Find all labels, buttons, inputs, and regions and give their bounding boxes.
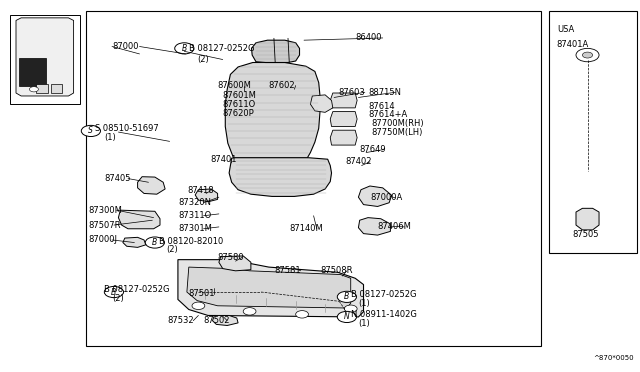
Polygon shape	[358, 218, 390, 235]
Text: 87000J: 87000J	[88, 235, 117, 244]
Text: 87505: 87505	[573, 230, 599, 239]
Circle shape	[296, 311, 308, 318]
Text: (1): (1)	[358, 319, 370, 328]
Text: S: S	[88, 126, 93, 135]
Text: (2): (2)	[197, 55, 209, 64]
Polygon shape	[118, 210, 160, 229]
Bar	[86, 11, 541, 346]
Polygon shape	[212, 315, 238, 326]
Text: 87603: 87603	[338, 88, 365, 97]
Polygon shape	[310, 95, 333, 112]
Text: 87418: 87418	[187, 186, 214, 195]
Circle shape	[243, 308, 256, 315]
Circle shape	[145, 237, 164, 248]
Bar	[36, 84, 48, 93]
Circle shape	[337, 311, 356, 323]
Polygon shape	[195, 189, 218, 202]
Bar	[51, 84, 62, 93]
Polygon shape	[16, 18, 74, 96]
Text: B 08127-0252G: B 08127-0252G	[351, 290, 416, 299]
Polygon shape	[330, 112, 357, 126]
Text: 87406M: 87406M	[378, 222, 412, 231]
Text: 87402: 87402	[346, 157, 372, 166]
Text: 87507R: 87507R	[88, 221, 121, 230]
Text: 87700M(RH): 87700M(RH)	[371, 119, 424, 128]
Text: 87602: 87602	[269, 81, 296, 90]
Text: 87300M: 87300M	[88, 206, 122, 215]
Circle shape	[576, 48, 599, 62]
Text: 87140M: 87140M	[289, 224, 323, 233]
Polygon shape	[358, 186, 392, 206]
Bar	[549, 11, 637, 253]
Polygon shape	[138, 177, 165, 194]
Polygon shape	[229, 158, 332, 196]
Text: B 08120-82010: B 08120-82010	[159, 237, 223, 246]
Bar	[19, 58, 46, 86]
Text: (1): (1)	[358, 299, 370, 308]
Polygon shape	[330, 93, 357, 108]
Polygon shape	[330, 130, 357, 145]
Bar	[10, 15, 80, 104]
Text: N 08911-1402G: N 08911-1402G	[351, 310, 417, 319]
Text: 87620P: 87620P	[223, 109, 255, 118]
Text: 87532: 87532	[168, 316, 195, 325]
Text: 87000A: 87000A	[370, 193, 402, 202]
Circle shape	[29, 87, 38, 92]
Text: S 08510-51697: S 08510-51697	[95, 124, 159, 133]
Circle shape	[104, 286, 124, 298]
Circle shape	[337, 291, 356, 302]
Text: B: B	[182, 44, 187, 53]
Text: N: N	[344, 312, 349, 321]
Text: 87750M(LH): 87750M(LH)	[371, 128, 422, 137]
Text: 87611O: 87611O	[223, 100, 256, 109]
Text: 86400: 86400	[355, 33, 381, 42]
Polygon shape	[123, 237, 146, 247]
Polygon shape	[219, 256, 251, 271]
Circle shape	[344, 305, 357, 312]
Text: 88715N: 88715N	[368, 88, 401, 97]
Text: (2): (2)	[166, 246, 178, 254]
Text: 87401: 87401	[210, 155, 236, 164]
Circle shape	[582, 52, 593, 58]
Text: 87502: 87502	[204, 316, 230, 325]
Polygon shape	[576, 208, 599, 230]
Text: 87508R: 87508R	[320, 266, 353, 275]
Text: B 08127-0252G: B 08127-0252G	[189, 44, 254, 53]
Text: 87600M: 87600M	[218, 81, 252, 90]
Text: B: B	[111, 288, 116, 296]
Text: 87580: 87580	[218, 253, 244, 262]
Text: B: B	[152, 238, 157, 247]
Text: B 08127-0252G: B 08127-0252G	[104, 285, 170, 294]
Text: (2): (2)	[112, 294, 124, 303]
Text: 87311O: 87311O	[178, 211, 211, 220]
Text: 87581: 87581	[274, 266, 301, 275]
Text: 87000: 87000	[112, 42, 138, 51]
Polygon shape	[225, 62, 320, 158]
Circle shape	[175, 43, 194, 54]
Text: 87401A: 87401A	[557, 40, 589, 49]
Text: ^870*0050: ^870*0050	[593, 355, 634, 361]
Text: (1): (1)	[104, 133, 116, 142]
Polygon shape	[187, 267, 351, 308]
Text: B: B	[344, 292, 349, 301]
Text: 87301M: 87301M	[178, 224, 212, 233]
Circle shape	[192, 302, 205, 310]
Text: 87320N: 87320N	[178, 198, 211, 207]
Text: 87405: 87405	[104, 174, 131, 183]
Text: 87601M: 87601M	[223, 92, 257, 100]
Text: 87501: 87501	[189, 289, 215, 298]
Text: 87649: 87649	[360, 145, 387, 154]
Text: USA: USA	[557, 25, 574, 34]
Polygon shape	[252, 40, 300, 62]
Circle shape	[81, 125, 100, 137]
Text: 87614+A: 87614+A	[368, 110, 407, 119]
Polygon shape	[178, 260, 364, 317]
Text: 87614: 87614	[368, 102, 395, 110]
